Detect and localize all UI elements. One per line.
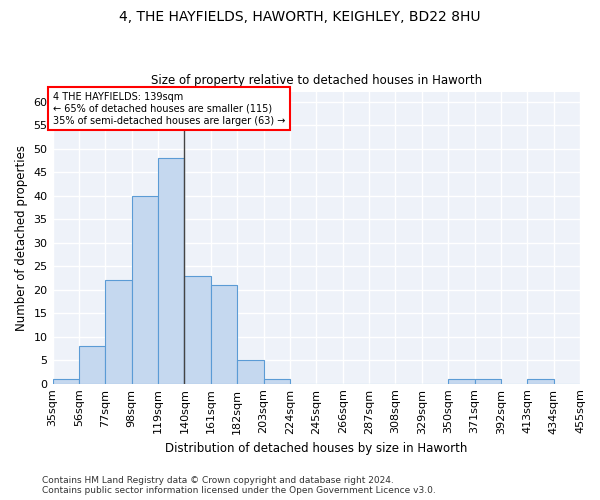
Bar	[211, 285, 237, 384]
Bar	[158, 158, 184, 384]
Title: Size of property relative to detached houses in Haworth: Size of property relative to detached ho…	[151, 74, 482, 87]
Bar	[475, 379, 501, 384]
Bar	[237, 360, 263, 384]
Bar	[184, 276, 211, 384]
Bar	[53, 379, 79, 384]
Bar	[79, 346, 105, 384]
Text: Contains HM Land Registry data © Crown copyright and database right 2024.
Contai: Contains HM Land Registry data © Crown c…	[42, 476, 436, 495]
Bar	[527, 379, 554, 384]
Y-axis label: Number of detached properties: Number of detached properties	[15, 145, 28, 331]
X-axis label: Distribution of detached houses by size in Haworth: Distribution of detached houses by size …	[165, 442, 467, 455]
Bar	[448, 379, 475, 384]
Bar	[105, 280, 131, 384]
Text: 4, THE HAYFIELDS, HAWORTH, KEIGHLEY, BD22 8HU: 4, THE HAYFIELDS, HAWORTH, KEIGHLEY, BD2…	[119, 10, 481, 24]
Text: 4 THE HAYFIELDS: 139sqm
← 65% of detached houses are smaller (115)
35% of semi-d: 4 THE HAYFIELDS: 139sqm ← 65% of detache…	[53, 92, 285, 126]
Bar	[263, 379, 290, 384]
Bar	[131, 196, 158, 384]
